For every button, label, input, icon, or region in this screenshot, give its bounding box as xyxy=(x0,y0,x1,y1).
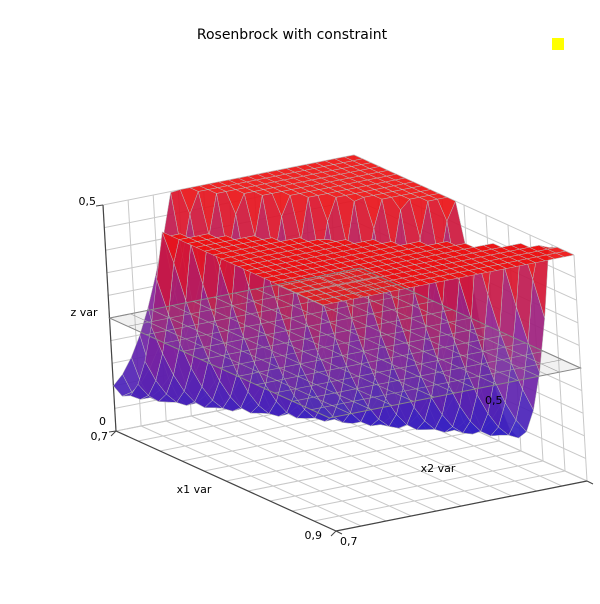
x1-tick-label-min: 0,7 xyxy=(91,430,109,443)
x2-axis-line xyxy=(335,480,588,532)
constraint-plane-line xyxy=(339,271,560,373)
floor-grid-line xyxy=(241,405,462,507)
x1-axis-line xyxy=(115,430,337,532)
z-axis-tick xyxy=(95,204,104,207)
chart-title: Rosenbrock with constraint xyxy=(197,27,388,43)
z-tick-label-min: 0 xyxy=(99,415,106,428)
z-axis-tick xyxy=(108,430,117,433)
x1-axis-label: x1 var xyxy=(177,483,212,496)
x2-axis-tick xyxy=(335,530,343,535)
floor-grid-line xyxy=(247,440,500,492)
x1-axis-tick xyxy=(110,430,117,437)
floor-grid-line xyxy=(313,470,566,522)
legend-marker xyxy=(552,38,564,50)
constraint-plane xyxy=(107,267,583,419)
x2-axis-tick xyxy=(586,480,594,485)
constraint-plane-line xyxy=(311,359,563,410)
constraint-plane-line xyxy=(318,276,539,377)
z-axis-label: z var xyxy=(70,306,98,319)
x1-tick-label-max: 0,9 xyxy=(305,529,323,542)
z-tick-label-max: 0,5 xyxy=(79,195,97,208)
x2-tick-label-min: 0,5 xyxy=(485,394,503,407)
floor-grid-line xyxy=(291,460,544,512)
x1-axis-tick xyxy=(330,530,337,537)
surface-mesh xyxy=(113,154,575,439)
x2-axis-label: x2 var xyxy=(421,462,456,475)
x2-tick-label-max: 0,7 xyxy=(340,535,358,548)
floor-grid-line xyxy=(269,450,522,502)
